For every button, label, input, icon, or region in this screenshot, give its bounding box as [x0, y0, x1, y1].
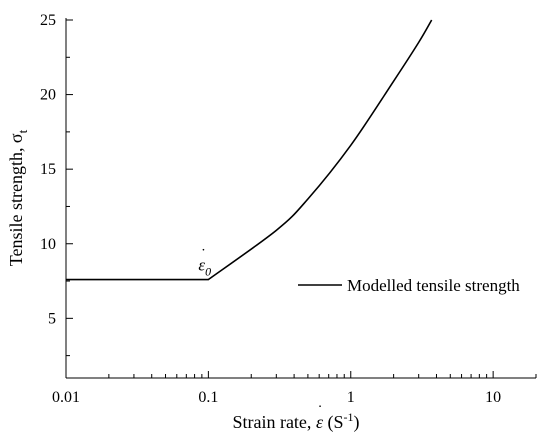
y-axis-tick-labels: 5 10 15 20 25 [40, 12, 56, 327]
y-tick-label: 25 [40, 12, 56, 29]
legend: Modelled tensile strength [298, 276, 520, 295]
series-line [66, 20, 432, 280]
y-axis-label-symbol: σ [6, 133, 26, 143]
y-axis-label-prefix: Tensile strength, [6, 143, 26, 266]
x-tick-label: 0.1 [198, 389, 218, 406]
x-axis-ticks [66, 371, 536, 378]
plot-frame [66, 18, 536, 378]
y-axis-label: Tensile strength, σt [6, 129, 30, 266]
x-tick-label: 10 [485, 389, 501, 406]
annotation-subscript: 0 [205, 265, 211, 279]
x-tick-label: 0.01 [52, 389, 80, 406]
annotation-dot: ˙ [201, 247, 206, 264]
x-axis-tick-labels: 0.01 0.1 1 10 [52, 389, 501, 406]
y-axis-ticks [66, 20, 73, 356]
y-tick-label: 5 [48, 310, 56, 327]
y-tick-label: 10 [40, 236, 56, 253]
x-axis-label-unit-exp: -1 [344, 410, 354, 424]
x-axis-label-unit-open: (S [323, 412, 344, 433]
y-tick-label: 15 [40, 161, 56, 178]
x-axis-label-dot: ˙ [317, 403, 322, 420]
y-tick-label: 20 [40, 87, 56, 104]
legend-label: Modelled tensile strength [347, 276, 520, 295]
series-layer [66, 20, 432, 280]
y-axis-label-subscript: t [15, 129, 30, 133]
x-axis-label-prefix: Strain rate, [232, 412, 315, 432]
x-tick-label: 1 [347, 389, 355, 406]
x-axis-label: Strain rate, ε (S-1) [232, 410, 359, 433]
x-axis-label-unit-close: ) [354, 412, 360, 433]
